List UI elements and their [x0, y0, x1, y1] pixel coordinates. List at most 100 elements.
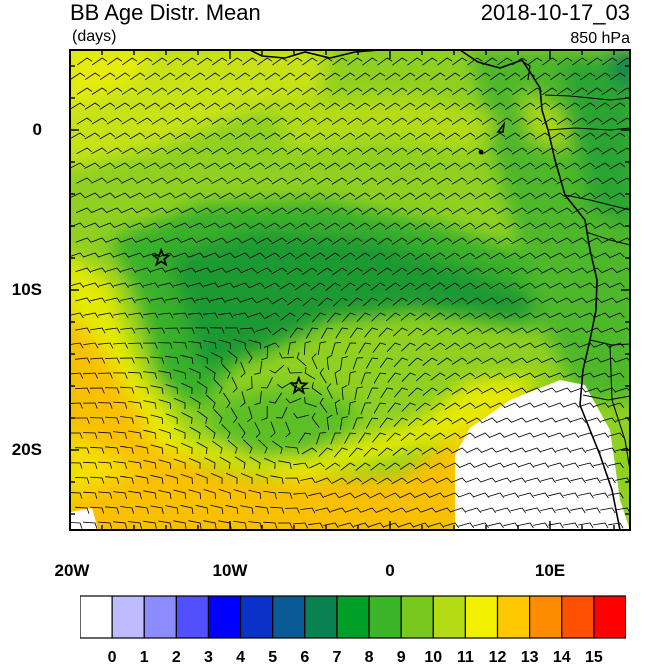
wind-barb: [256, 207, 272, 215]
wind-barb: [369, 162, 386, 170]
wind-barb: [564, 252, 580, 259]
wind-barb: [593, 402, 610, 408]
wind-barb: [445, 72, 461, 81]
wind-barb: [233, 520, 247, 529]
wind-barb: [271, 147, 288, 155]
wind-barb: [189, 162, 205, 170]
wind-barb: [83, 432, 98, 439]
wind-barb: [158, 520, 172, 529]
wind-barb: [408, 387, 423, 397]
wind-barb: [195, 504, 209, 514]
wind-barb: [372, 342, 387, 353]
wind-barb: [241, 237, 257, 244]
wind-barb: [459, 222, 476, 230]
wind-barb: [128, 252, 145, 258]
wind-barb: [173, 427, 186, 440]
wind-barb: [180, 473, 193, 485]
wind-barb: [365, 417, 379, 429]
wind-barb: [474, 312, 490, 320]
wind-barb: [540, 387, 557, 393]
wind-barb: [165, 355, 179, 364]
wind-barb: [437, 57, 453, 66]
wind-barb: [90, 506, 105, 514]
wind-barb: [549, 282, 565, 289]
wind-barb: [466, 237, 483, 245]
wind-barb: [120, 207, 137, 214]
wind-barb: [243, 439, 253, 454]
wind-barb: [414, 462, 431, 470]
wind-barb: [317, 341, 326, 355]
wind-barb: [399, 162, 416, 170]
wind-barb: [264, 312, 280, 319]
colorbar-label: 15: [584, 649, 603, 666]
wind-barb: [333, 447, 348, 458]
wind-barb: [578, 462, 594, 469]
wind-barb: [301, 447, 318, 455]
wind-barb: [452, 57, 468, 66]
wind-barb: [331, 477, 347, 484]
wind-barb: [309, 252, 326, 260]
wind-barb: [204, 102, 221, 110]
wind-barb: [114, 192, 130, 199]
wind-barb: [144, 72, 161, 81]
wind-barb: [376, 237, 393, 245]
wind-barb: [174, 162, 190, 170]
wind-barb: [249, 132, 266, 140]
wind-barb: [91, 147, 107, 155]
wind-barb: [279, 352, 295, 359]
wind-barb: [334, 369, 341, 385]
wind-barb: [436, 327, 453, 336]
wind-barb: [255, 505, 269, 514]
wind-barb: [435, 477, 452, 484]
wind-barb: [602, 57, 618, 66]
wind-barb: [489, 132, 506, 140]
wind-barb: [165, 505, 179, 514]
wind-barb: [422, 417, 438, 426]
star-marker: [151, 247, 172, 267]
wind-barb: [304, 367, 316, 380]
wind-barb: [377, 57, 393, 66]
wind-barb: [105, 237, 122, 243]
wind-barb: [196, 87, 213, 96]
wind-barb: [496, 147, 513, 155]
wind-barb: [358, 342, 372, 354]
wind-barb: [503, 402, 520, 409]
wind-barb: [105, 297, 121, 304]
wind-barb: [285, 477, 300, 484]
wind-barb: [271, 267, 287, 275]
wind-barb: [511, 327, 527, 334]
wind-barb: [480, 507, 497, 514]
wind-barb: [173, 489, 187, 500]
wind-barb: [593, 492, 609, 499]
wind-barb: [354, 132, 371, 140]
wind-barb: [535, 72, 551, 81]
wind-barb: [526, 297, 542, 304]
axis-ticks: [69, 50, 630, 530]
wind-barb: [204, 192, 220, 199]
wind-barb: [135, 445, 149, 454]
wind-barb: [534, 312, 550, 319]
wind-barb: [270, 421, 276, 438]
wind-barb: [564, 102, 581, 110]
wind-barb: [189, 192, 205, 199]
wind-barb: [489, 372, 505, 379]
wind-barb: [594, 102, 611, 110]
wind-barb: [430, 342, 446, 351]
wind-barb: [326, 414, 333, 430]
wind-barb: [451, 177, 468, 185]
wind-barb: [570, 297, 587, 304]
wind-barb: [444, 192, 461, 200]
wind-barb: [534, 222, 550, 230]
wind-barb: [70, 102, 86, 110]
wind-barb: [234, 162, 251, 170]
wind-barb: [271, 87, 288, 96]
wind-barb: [594, 222, 610, 229]
wind-barb: [181, 147, 198, 155]
wind-barb: [279, 222, 296, 230]
wind-barb: [319, 367, 327, 384]
wind-barb: [563, 492, 579, 499]
wind-barb: [204, 72, 221, 81]
wind-barb: [333, 297, 348, 307]
wind-barb: [233, 489, 246, 500]
wind-barb: [511, 237, 527, 245]
